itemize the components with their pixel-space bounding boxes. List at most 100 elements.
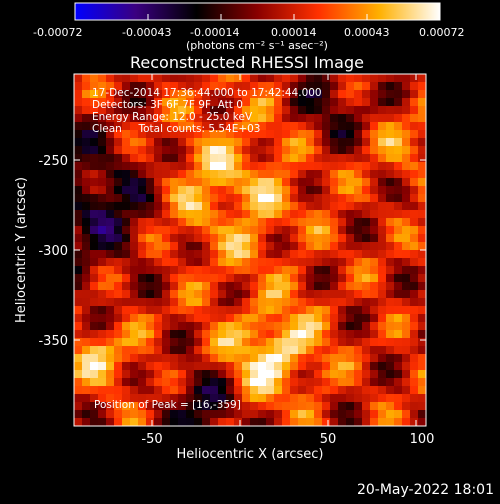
heatmap-cell <box>354 90 363 99</box>
heatmap-cell <box>394 306 403 315</box>
heatmap-cell <box>370 274 379 283</box>
heatmap-cell <box>234 210 243 219</box>
heatmap-cell <box>106 370 115 379</box>
heatmap-cell <box>282 178 291 187</box>
heatmap-cell <box>330 362 339 371</box>
heatmap-cell <box>306 386 315 395</box>
heatmap-cell <box>250 418 259 426</box>
heatmap-cell <box>274 162 283 171</box>
heatmap-cell <box>346 322 355 331</box>
heatmap-cell <box>346 370 355 379</box>
heatmap-cell <box>402 194 411 203</box>
heatmap-cell <box>322 122 331 131</box>
heatmap-cell <box>170 266 179 275</box>
heatmap-cell <box>330 194 339 203</box>
heatmap-cell <box>346 402 355 411</box>
heatmap-cell <box>106 162 115 171</box>
heatmap-cell <box>266 202 275 211</box>
heatmap-cell <box>154 154 163 163</box>
heatmap-cell <box>258 130 267 139</box>
heatmap-cell <box>122 362 131 371</box>
heatmap-cell <box>330 82 339 91</box>
heatmap-cell <box>338 178 347 187</box>
heatmap-cell <box>362 394 371 403</box>
heatmap-cell <box>338 322 347 331</box>
heatmap-cell <box>386 282 395 291</box>
heatmap-cell <box>306 322 315 331</box>
heatmap-cell <box>242 130 251 139</box>
heatmap-cell <box>74 250 83 259</box>
heatmap-cell <box>418 146 426 155</box>
heatmap-cell <box>170 106 179 115</box>
heatmap-cell <box>178 154 187 163</box>
heatmap-cell <box>330 290 339 299</box>
heatmap-cell <box>242 322 251 331</box>
heatmap-cell <box>306 266 315 275</box>
heatmap-cell <box>306 362 315 371</box>
heatmap-cell <box>242 354 251 363</box>
heatmap-cell <box>370 170 379 179</box>
heatmap-cell <box>290 106 299 115</box>
heatmap-cell <box>194 90 203 99</box>
heatmap-cell <box>98 378 107 387</box>
heatmap-cell <box>258 322 267 331</box>
heatmap-cell <box>226 290 235 299</box>
heatmap-cell <box>378 146 387 155</box>
heatmap-cell <box>218 266 227 275</box>
heatmap-cell <box>322 250 331 259</box>
heatmap-cell <box>194 114 203 123</box>
colorbar-tick-label: 0.00014 <box>271 26 317 39</box>
heatmap-cell <box>234 146 243 155</box>
heatmap-cell <box>410 282 419 291</box>
heatmap-cell <box>226 314 235 323</box>
heatmap-cell <box>186 314 195 323</box>
heatmap-cell <box>178 82 187 91</box>
heatmap-cell <box>282 106 291 115</box>
heatmap-cell <box>178 138 187 147</box>
heatmap-cell <box>162 226 171 235</box>
heatmap-cell <box>98 82 107 91</box>
heatmap-cell <box>250 98 259 107</box>
heatmap-cell <box>290 178 299 187</box>
heatmap-cell <box>402 74 411 83</box>
heatmap-cell <box>162 90 171 99</box>
heatmap-cell <box>330 218 339 227</box>
heatmap-cell <box>314 242 323 251</box>
heatmap-cell <box>354 122 363 131</box>
heatmap-cell <box>306 82 315 91</box>
heatmap-cell <box>90 274 99 283</box>
heatmap-cell <box>410 106 419 115</box>
heatmap-cell <box>218 258 227 267</box>
heatmap-cell <box>410 186 419 195</box>
heatmap-cell <box>282 186 291 195</box>
heatmap-cell <box>74 194 83 203</box>
heatmap-cell <box>250 138 259 147</box>
heatmap-cell <box>418 82 426 91</box>
heatmap-cell <box>114 346 123 355</box>
heatmap-cell <box>90 226 99 235</box>
heatmap-cell <box>410 234 419 243</box>
heatmap-cell <box>338 234 347 243</box>
heatmap-cell <box>354 306 363 315</box>
heatmap-cell <box>418 114 426 123</box>
heatmap-cell <box>170 354 179 363</box>
heatmap-cell <box>122 178 131 187</box>
heatmap-cell <box>130 130 139 139</box>
heatmap-cell <box>378 106 387 115</box>
heatmap-cell <box>82 306 91 315</box>
heatmap-cell <box>82 82 91 91</box>
heatmap-cell <box>378 330 387 339</box>
heatmap-cell <box>146 154 155 163</box>
heatmap-cell <box>250 314 259 323</box>
heatmap-cell <box>122 106 131 115</box>
heatmap-cell <box>386 370 395 379</box>
heatmap-cell <box>266 250 275 259</box>
heatmap-cell <box>130 226 139 235</box>
heatmap-cell <box>210 346 219 355</box>
heatmap-cell <box>402 258 411 267</box>
heatmap-cell <box>202 226 211 235</box>
heatmap-cell <box>290 306 299 315</box>
heatmap-cell <box>162 74 171 83</box>
heatmap-cell <box>394 378 403 387</box>
heatmap-cell <box>402 306 411 315</box>
